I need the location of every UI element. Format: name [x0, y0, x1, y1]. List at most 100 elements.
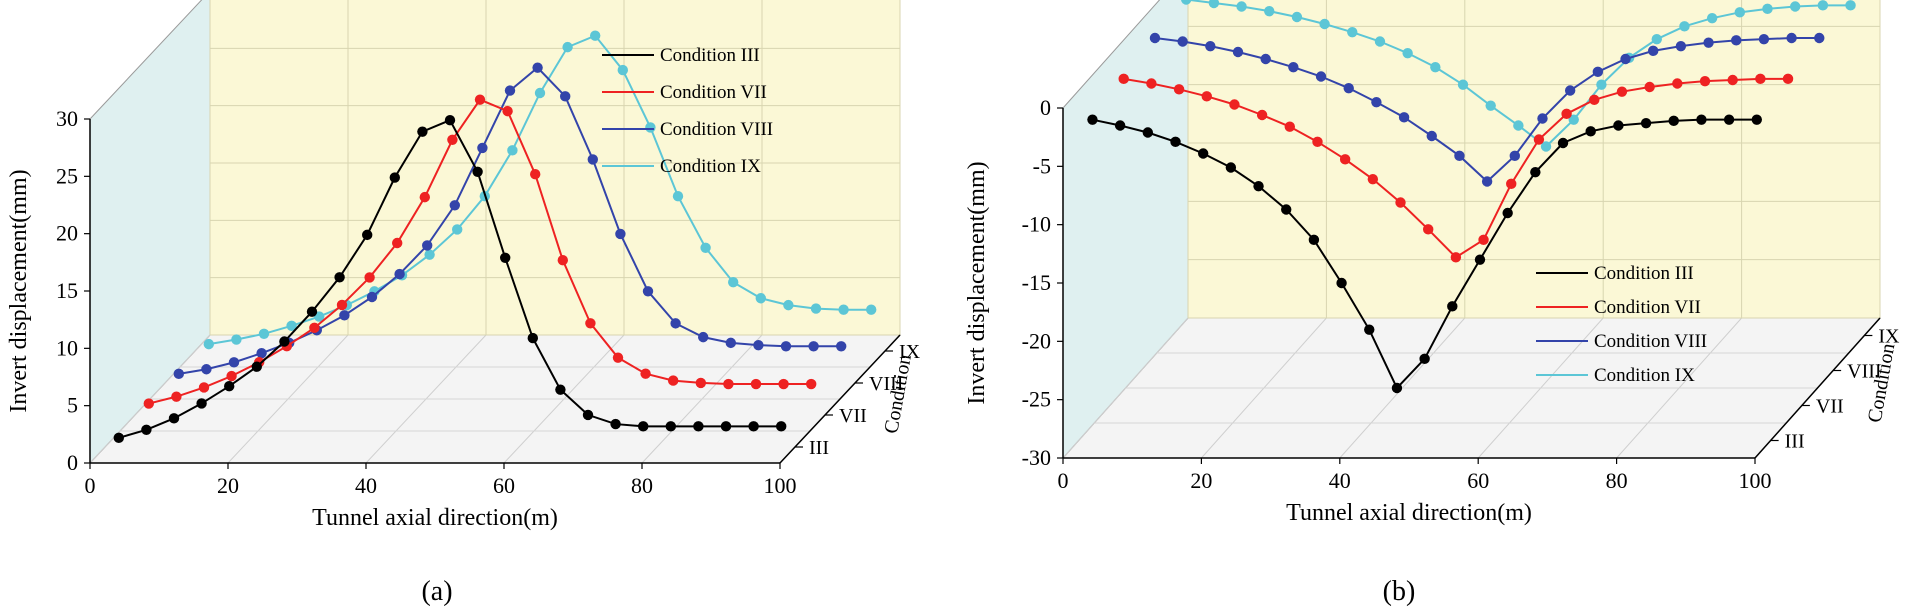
- data-point: [1457, 79, 1469, 90]
- data-point: [1679, 21, 1690, 32]
- y-tick-label: 25: [56, 163, 78, 188]
- data-point: [1616, 86, 1628, 97]
- data-point: [1613, 120, 1624, 131]
- y-tick-label: 0: [1040, 95, 1051, 120]
- data-point: [1177, 36, 1188, 47]
- data-point: [196, 398, 207, 409]
- data-point: [700, 242, 711, 253]
- data-point: [665, 421, 676, 432]
- data-point: [1181, 0, 1192, 5]
- data-point: [1146, 78, 1157, 89]
- x-tick-label: 20: [1190, 468, 1212, 493]
- data-point: [1374, 36, 1386, 47]
- data-point: [698, 331, 709, 343]
- data-point: [1291, 11, 1303, 23]
- data-point: [534, 87, 546, 99]
- data-point: [1232, 46, 1244, 58]
- data-point: [1648, 45, 1659, 57]
- data-point: [582, 409, 594, 421]
- data-point: [1506, 178, 1517, 190]
- data-point: [1672, 78, 1683, 89]
- data-point: [1319, 18, 1330, 30]
- data-point: [1430, 61, 1441, 73]
- data-point: [1447, 301, 1458, 312]
- data-point: [171, 391, 182, 402]
- legend-label: Condition VIII: [1594, 331, 1707, 352]
- data-point: [780, 341, 792, 352]
- data-point: [1118, 73, 1129, 85]
- data-point: [670, 318, 681, 329]
- data-point: [452, 224, 463, 235]
- data-point: [1087, 114, 1098, 125]
- data-point: [1751, 114, 1762, 125]
- series-iii: [113, 115, 787, 444]
- data-point: [1755, 73, 1766, 85]
- data-point: [417, 126, 428, 137]
- legend: Condition III Condition VII Condition VIII…: [1536, 263, 1707, 386]
- data-point: [668, 375, 679, 386]
- y-axis-title: Invert displacement(mm): [6, 169, 32, 412]
- data-point: [1699, 75, 1711, 87]
- data-point: [1703, 37, 1714, 48]
- data-point: [1706, 12, 1718, 24]
- data-point: [836, 341, 847, 352]
- data-point: [339, 310, 350, 321]
- y-tick-label: -15: [1022, 270, 1051, 295]
- data-point: [1205, 40, 1216, 52]
- data-point: [642, 286, 654, 297]
- data-point: [228, 357, 240, 368]
- data-point: [1596, 79, 1607, 90]
- data-point: [1236, 1, 1247, 12]
- x-tick-label: 0: [85, 473, 96, 498]
- data-point: [419, 191, 430, 203]
- y-tick-label: 15: [56, 278, 78, 303]
- data-point: [562, 41, 573, 53]
- data-point: [1481, 176, 1493, 187]
- data-point: [1696, 114, 1707, 125]
- data-point: [720, 421, 732, 432]
- data-point: [113, 432, 125, 444]
- data-point: [1485, 100, 1496, 111]
- legend-label: Condition III: [660, 45, 760, 66]
- data-point: [394, 268, 405, 280]
- data-point: [783, 299, 794, 311]
- data-point: [141, 424, 152, 435]
- data-point: [1734, 7, 1746, 18]
- z-tick-label: VII: [839, 405, 867, 427]
- data-point: [1256, 109, 1268, 121]
- data-point: [645, 122, 656, 133]
- data-point: [866, 304, 877, 315]
- data-point: [1308, 234, 1320, 246]
- data-point: [1312, 136, 1323, 148]
- x-tick-label: 80: [631, 473, 653, 498]
- z-tick-label: VIII: [869, 373, 903, 395]
- data-point: [447, 134, 458, 145]
- data-point: [532, 62, 543, 73]
- data-point: [1845, 0, 1856, 11]
- data-point: [256, 347, 267, 359]
- data-point: [555, 384, 566, 395]
- data-point: [203, 338, 214, 350]
- caption-b: (b): [1383, 576, 1416, 607]
- data-point: [1170, 136, 1181, 148]
- legend: Condition III Condition VII Condition VIII…: [602, 45, 773, 177]
- data-point: [1561, 108, 1572, 120]
- chart-panel-b: 0 20 40 60 80 100 0 -5 -10 -15 -20 -25 -30 III VIIVIII…: [964, 0, 1900, 526]
- series-viii: [1149, 32, 1825, 187]
- x-axis-title: Tunnel axial direction(m): [312, 505, 558, 531]
- data-point: [1391, 382, 1403, 394]
- data-point: [560, 91, 571, 102]
- data-point: [615, 228, 626, 240]
- data-point: [527, 332, 538, 344]
- data-point: [306, 306, 318, 317]
- data-point: [477, 142, 488, 154]
- data-point: [585, 318, 596, 329]
- data-point: [1315, 71, 1327, 82]
- data-point: [1537, 113, 1548, 124]
- data-point: [444, 115, 456, 126]
- z-tick-label: IX: [1878, 326, 1900, 348]
- y-tick-label: -25: [1022, 387, 1051, 412]
- y-tick-label: -20: [1022, 328, 1051, 353]
- data-point: [1260, 53, 1271, 65]
- legend-label: Condition VII: [1594, 297, 1701, 318]
